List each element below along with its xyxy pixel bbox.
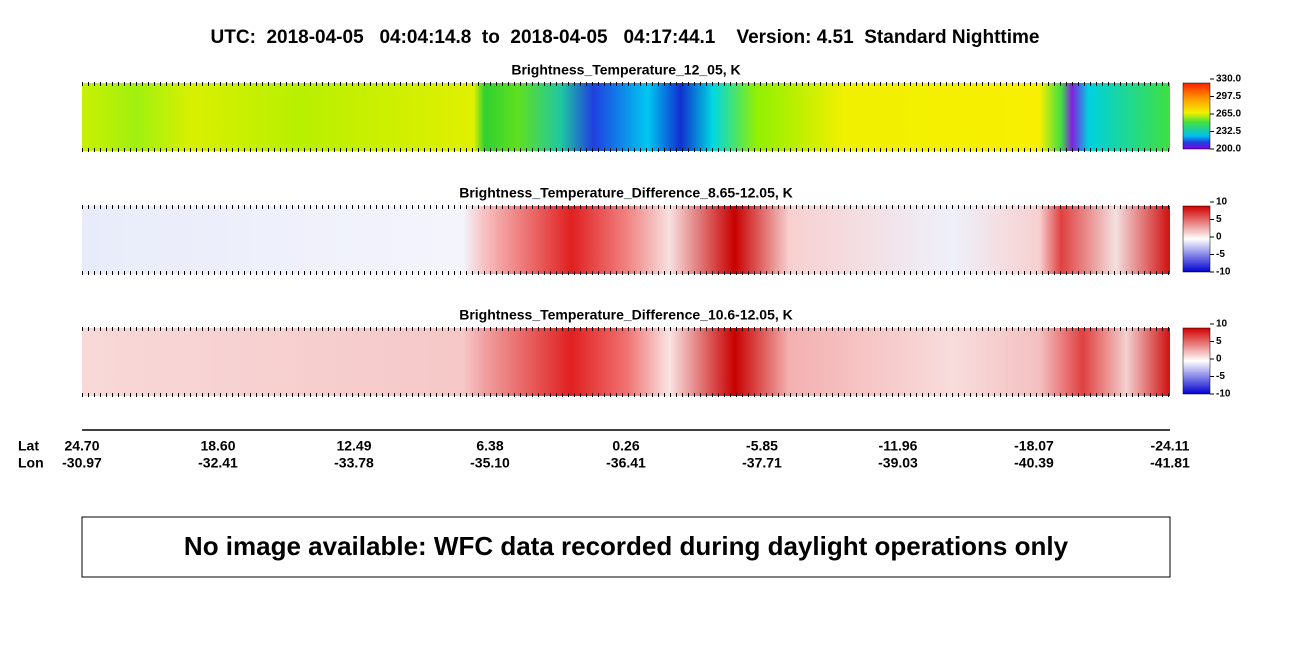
lon-tick-label: -39.03 bbox=[878, 455, 918, 471]
lat-label: Lat bbox=[18, 438, 39, 454]
strip bbox=[82, 328, 1170, 396]
colorbar-label: 297.5 bbox=[1216, 91, 1241, 102]
lat-tick-label: 0.26 bbox=[612, 438, 639, 454]
lon-tick-label: -35.10 bbox=[470, 455, 510, 471]
lon-tick-label: -36.41 bbox=[606, 455, 646, 471]
colorbar-label: 330.0 bbox=[1216, 74, 1241, 85]
lat-tick-label: 6.38 bbox=[476, 438, 503, 454]
colorbar-label: -10 bbox=[1216, 267, 1231, 278]
lon-tick-label: -40.39 bbox=[1014, 455, 1054, 471]
colorbar bbox=[1182, 327, 1211, 395]
lon-tick-label: -32.41 bbox=[198, 455, 238, 471]
colorbar-label: 5 bbox=[1216, 336, 1222, 347]
lat-tick-label: 12.49 bbox=[336, 438, 371, 454]
strip bbox=[82, 206, 1170, 274]
colorbar-label: -10 bbox=[1216, 389, 1231, 400]
lat-tick-label: -24.11 bbox=[1151, 438, 1190, 454]
lon-tick-label: -33.78 bbox=[334, 455, 374, 471]
panel-title: Brightness_Temperature_Difference_8.65-1… bbox=[459, 185, 793, 201]
colorbar bbox=[1182, 205, 1211, 273]
colorbar-label: 232.5 bbox=[1216, 126, 1241, 137]
colorbar-label: 0 bbox=[1216, 232, 1222, 243]
colorbar-label: -5 bbox=[1216, 249, 1225, 260]
colorbar-label: 265.0 bbox=[1216, 109, 1241, 120]
lon-tick-label: -41.81 bbox=[1150, 455, 1190, 471]
panel-title: Brightness_Temperature_Difference_10.6-1… bbox=[459, 307, 793, 323]
colorbar-label: -5 bbox=[1216, 371, 1225, 382]
colorbar-label: 10 bbox=[1216, 197, 1228, 208]
lat-tick-label: -5.85 bbox=[746, 438, 778, 454]
title: UTC: 2018-04-05 04:04:14.8 to 2018-04-05… bbox=[211, 27, 1040, 48]
colorbar bbox=[1182, 82, 1211, 150]
lat-tick-label: 24.70 bbox=[64, 438, 99, 454]
colorbar-label: 0 bbox=[1216, 354, 1222, 365]
lon-label: Lon bbox=[18, 455, 44, 471]
colorbar-label: 10 bbox=[1216, 319, 1228, 330]
notice: No image available: WFC data recorded du… bbox=[184, 531, 1069, 561]
panel-title: Brightness_Temperature_12_05, K bbox=[511, 62, 740, 78]
lon-tick-label: -37.71 bbox=[742, 455, 782, 471]
lat-tick-label: -11.96 bbox=[879, 438, 918, 454]
lon-tick-label: -30.97 bbox=[62, 455, 102, 471]
colorbar-label: 200.0 bbox=[1216, 144, 1241, 155]
lat-tick-label: 18.60 bbox=[200, 438, 235, 454]
strip bbox=[82, 83, 1170, 151]
colorbar-label: 5 bbox=[1216, 214, 1222, 225]
lat-tick-label: -18.07 bbox=[1014, 438, 1054, 454]
notice-box bbox=[81, 516, 1171, 578]
